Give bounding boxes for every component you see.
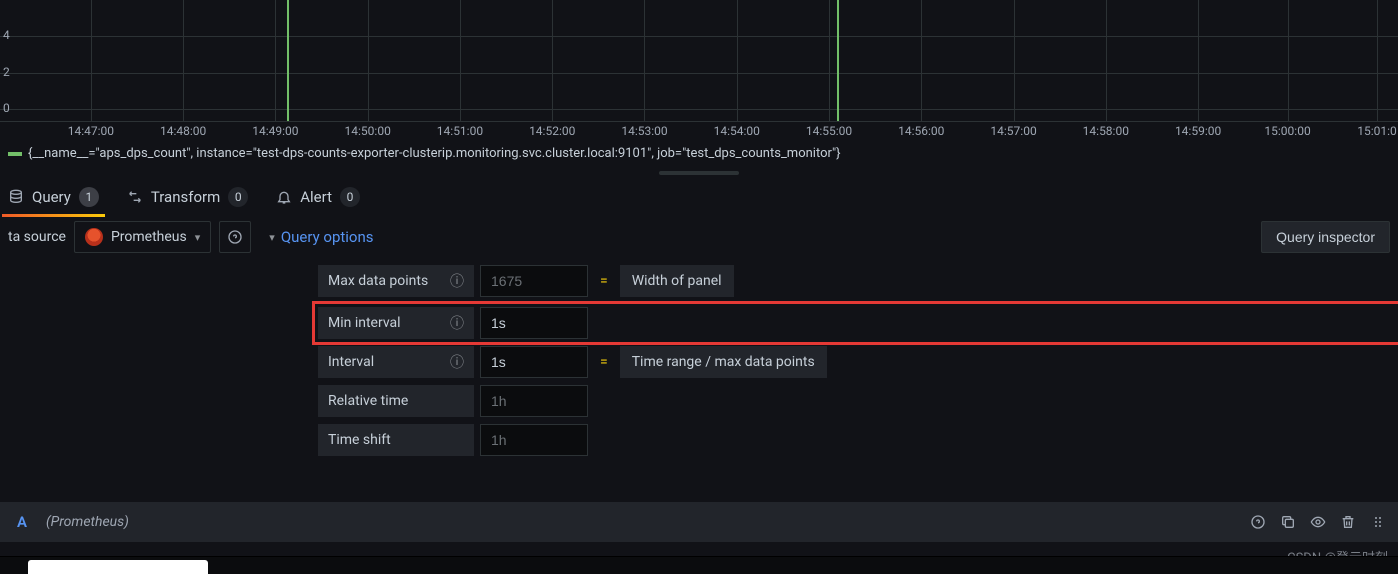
opt-desc-max-data-points: Width of panel — [620, 265, 734, 297]
chart-legend[interactable]: {__name__="aps_dps_count", instance="tes… — [0, 142, 1398, 165]
opt-label-text: Min interval — [328, 315, 401, 331]
opt-label-min-interval: Min interval ⓘ — [318, 307, 474, 339]
datasource-help-button[interactable] — [219, 221, 251, 253]
min-interval-input[interactable] — [480, 307, 588, 339]
drag-handle-icon[interactable] — [1370, 514, 1386, 530]
legend-swatch — [8, 152, 22, 156]
opt-label-text: Time shift — [328, 432, 391, 448]
eye-icon[interactable] — [1310, 514, 1326, 530]
legend-label: {__name__="aps_dps_count", instance="tes… — [28, 146, 841, 161]
tab-transform-label: Transform — [151, 188, 220, 206]
trash-icon[interactable] — [1340, 514, 1356, 530]
tab-transform[interactable]: Transform 0 — [127, 177, 248, 216]
opt-label-time-shift: Time shift — [318, 424, 474, 456]
opt-label-interval: Interval ⓘ — [318, 346, 474, 378]
query-letter: A — [12, 513, 32, 531]
opt-label-relative-time: Relative time — [318, 385, 474, 417]
prometheus-icon — [85, 228, 103, 246]
interval-input — [480, 346, 588, 378]
datasource-selected: Prometheus — [111, 229, 187, 245]
equals-icon: = — [594, 273, 614, 289]
time-shift-input[interactable] — [480, 424, 588, 456]
datasource-row: ta source Prometheus ▾ ▾ Query options Q… — [0, 217, 1398, 257]
tab-alert-count: 0 — [340, 187, 360, 207]
datasource-label: ta source — [8, 229, 66, 245]
bell-icon — [276, 189, 292, 205]
opt-row-max-data-points: Max data points ⓘ = Width of panel — [318, 265, 1398, 297]
tab-alert-label: Alert — [300, 188, 332, 206]
chevron-down-icon: ▾ — [195, 231, 201, 244]
query-options-form: Max data points ⓘ = Width of panel Min i… — [0, 257, 1398, 479]
query-row-actions — [1250, 514, 1386, 530]
relative-time-input[interactable] — [480, 385, 588, 417]
panel-resize-handle[interactable] — [0, 169, 1398, 177]
taskbar-window-chip[interactable] — [28, 560, 208, 574]
chart-grid: 024 — [0, 0, 1398, 122]
max-data-points-input[interactable] — [480, 265, 588, 297]
database-icon — [8, 189, 24, 205]
duplicate-icon[interactable] — [1280, 514, 1296, 530]
chart-xaxis: 14:47:0014:48:0014:49:0014:50:0014:51:00… — [0, 122, 1398, 142]
query-row-header[interactable]: A (Prometheus) — [0, 502, 1398, 542]
opt-label-text: Relative time — [328, 393, 408, 409]
tab-query[interactable]: Query 1 — [8, 177, 99, 216]
info-icon[interactable]: ⓘ — [450, 352, 464, 372]
tab-query-count: 1 — [79, 187, 99, 207]
datasource-picker[interactable]: Prometheus ▾ — [74, 221, 211, 253]
help-icon[interactable] — [1250, 514, 1266, 530]
transform-icon — [127, 189, 143, 205]
chevron-down-icon: ▾ — [269, 231, 275, 244]
query-inspector-button[interactable]: Query inspector — [1261, 221, 1390, 253]
tab-alert[interactable]: Alert 0 — [276, 177, 360, 216]
opt-row-interval: Interval ⓘ = Time range / max data point… — [318, 346, 1398, 378]
os-taskbar — [0, 556, 1398, 574]
chart-panel: 024 14:47:0014:48:0014:49:0014:50:0014:5… — [0, 0, 1398, 142]
query-options-label: Query options — [281, 228, 374, 246]
query-options-toggle[interactable]: ▾ Query options — [259, 228, 373, 246]
opt-label-text: Max data points — [328, 273, 428, 289]
opt-desc-interval: Time range / max data points — [620, 346, 827, 378]
editor-tabs: Query 1 Transform 0 Alert 0 — [0, 177, 1398, 217]
opt-row-time-shift: Time shift — [318, 424, 1398, 456]
opt-row-min-interval: Min interval ⓘ — [315, 304, 1398, 342]
opt-row-relative-time: Relative time — [318, 385, 1398, 417]
info-icon[interactable]: ⓘ — [450, 271, 464, 291]
opt-label-max-data-points: Max data points ⓘ — [318, 265, 474, 297]
opt-label-text: Interval — [328, 354, 374, 370]
query-name: (Prometheus) — [46, 514, 129, 530]
tab-query-label: Query — [32, 188, 71, 206]
equals-icon: = — [594, 354, 614, 370]
info-icon[interactable]: ⓘ — [450, 313, 464, 333]
tab-transform-count: 0 — [228, 187, 248, 207]
